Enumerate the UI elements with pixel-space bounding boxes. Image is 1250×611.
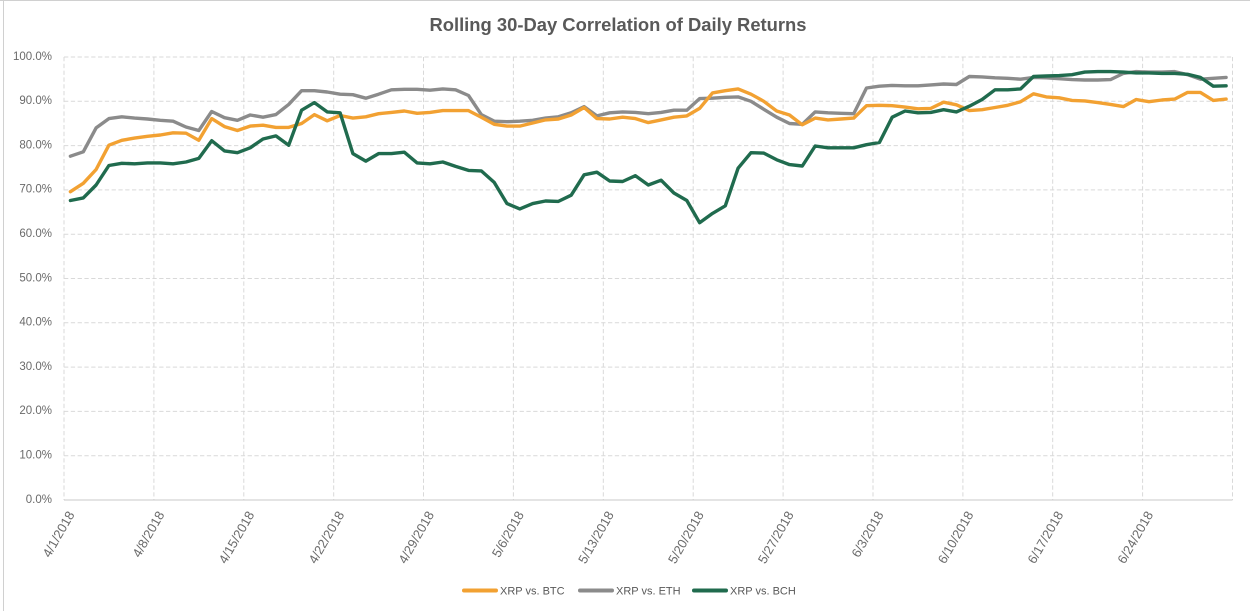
svg-text:XRP vs. BTC: XRP vs. BTC xyxy=(500,586,565,598)
svg-text:10.0%: 10.0% xyxy=(19,450,52,462)
svg-text:90.0%: 90.0% xyxy=(19,95,52,107)
svg-text:40.0%: 40.0% xyxy=(19,317,52,329)
svg-text:XRP vs. BCH: XRP vs. BCH xyxy=(730,586,796,598)
svg-text:Rolling 30-Day Correlation of: Rolling 30-Day Correlation of Daily Retu… xyxy=(429,14,806,35)
svg-text:0.0%: 0.0% xyxy=(26,494,52,506)
svg-text:80.0%: 80.0% xyxy=(19,139,52,151)
svg-text:20.0%: 20.0% xyxy=(19,405,52,417)
svg-text:60.0%: 60.0% xyxy=(19,228,52,240)
svg-text:30.0%: 30.0% xyxy=(19,361,52,373)
svg-text:50.0%: 50.0% xyxy=(19,272,52,284)
svg-text:XRP vs. ETH: XRP vs. ETH xyxy=(616,586,681,598)
svg-text:100.0%: 100.0% xyxy=(13,51,52,63)
svg-text:70.0%: 70.0% xyxy=(19,184,52,196)
